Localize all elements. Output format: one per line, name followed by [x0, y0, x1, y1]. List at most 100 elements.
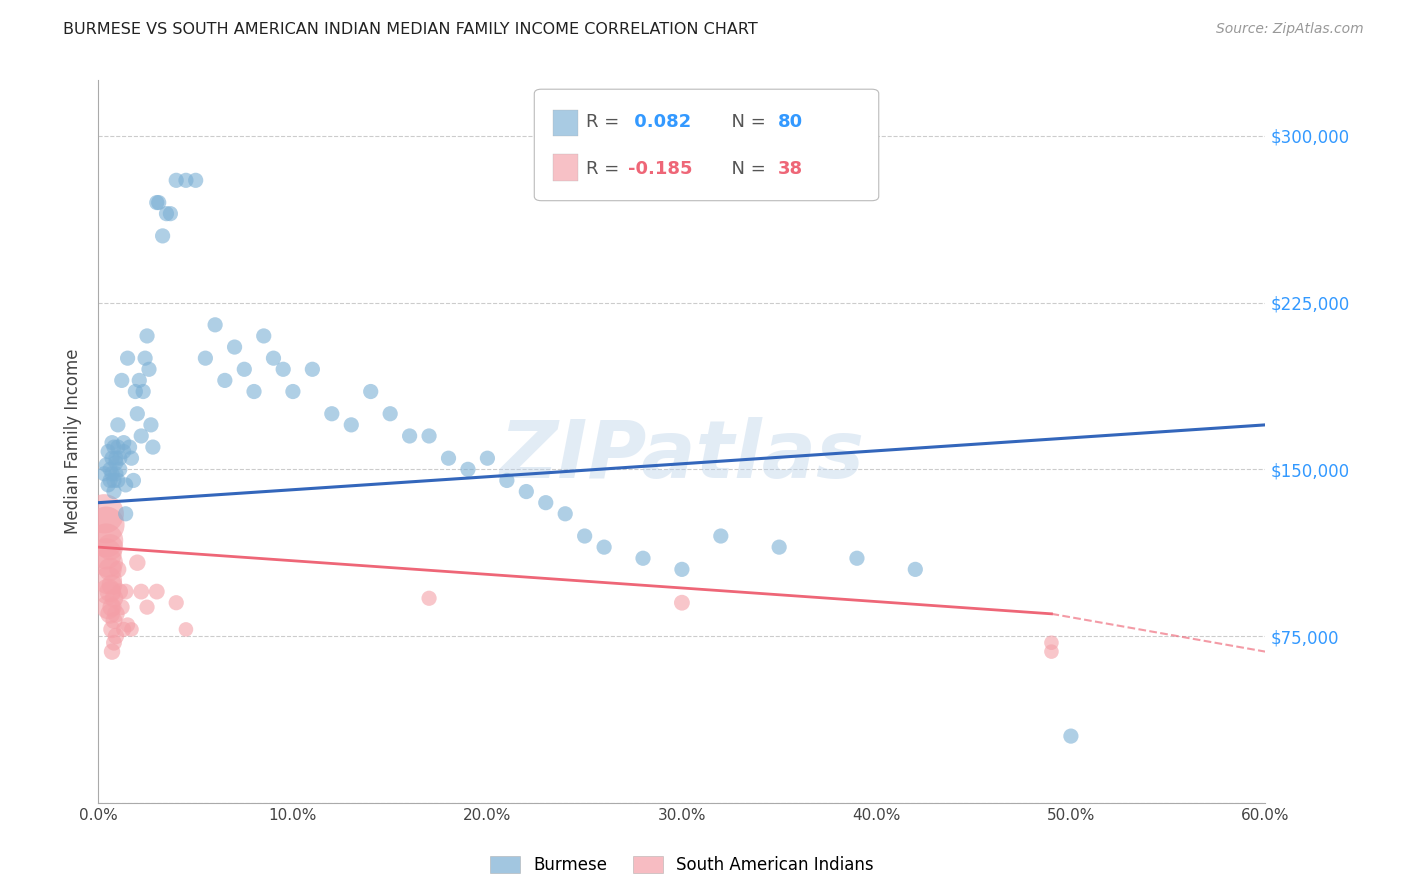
Point [134, 351, 156, 366]
Point [97, 556, 120, 570]
Point [146, 584, 169, 599]
Text: ZIPatlas: ZIPatlas [499, 417, 865, 495]
Point [593, 540, 616, 554]
Point [262, 351, 284, 366]
Point [98, 562, 121, 576]
Point [631, 551, 654, 566]
Point [418, 591, 440, 606]
Text: Source: ZipAtlas.com: Source: ZipAtlas.com [1216, 22, 1364, 37]
Point [101, 623, 124, 637]
Point [194, 351, 217, 366]
Point [103, 440, 125, 454]
Point [136, 600, 159, 615]
Text: -0.185: -0.185 [628, 160, 693, 178]
Text: 0.082: 0.082 [628, 113, 692, 131]
Point [98, 607, 121, 621]
Point [96, 517, 118, 532]
Point [127, 407, 149, 421]
Point [1040, 636, 1063, 650]
Point [477, 451, 499, 466]
Point [457, 462, 479, 476]
Point [118, 440, 141, 454]
Point [96, 547, 118, 561]
Point [107, 417, 129, 432]
Point [104, 467, 127, 481]
Point [104, 629, 127, 643]
Point [1040, 645, 1063, 659]
Point [104, 607, 127, 621]
Point [671, 562, 693, 576]
Point [152, 228, 174, 243]
Point [108, 584, 131, 599]
Point [243, 384, 266, 399]
Point [671, 596, 693, 610]
Point [1060, 729, 1083, 743]
Point [301, 362, 323, 376]
Point [103, 591, 125, 606]
Point [380, 407, 402, 421]
Point [111, 600, 134, 615]
Point [101, 578, 124, 592]
Point [132, 384, 155, 399]
Point [146, 195, 169, 210]
Point [107, 474, 129, 488]
Point [129, 584, 152, 599]
Point [103, 636, 125, 650]
Point [121, 451, 143, 466]
Point [271, 362, 294, 376]
Point [97, 584, 120, 599]
Point [496, 474, 519, 488]
Point [139, 417, 162, 432]
Point [142, 440, 165, 454]
Point [122, 474, 145, 488]
Point [104, 456, 127, 470]
Point [98, 462, 121, 476]
Point [112, 444, 135, 458]
Point [174, 623, 197, 637]
Text: 80: 80 [778, 113, 803, 131]
Point [114, 478, 136, 492]
Point [114, 584, 136, 599]
Point [107, 440, 129, 454]
Point [124, 384, 146, 399]
Point [148, 195, 170, 210]
Point [104, 451, 127, 466]
Point [93, 507, 115, 521]
Point [768, 540, 790, 554]
Point [101, 435, 124, 450]
Point [103, 484, 125, 499]
Point [165, 173, 187, 187]
Point [108, 451, 131, 466]
Point [112, 435, 135, 450]
Point [321, 407, 343, 421]
Point [97, 478, 120, 492]
Y-axis label: Median Family Income: Median Family Income [65, 349, 83, 534]
Point [101, 467, 124, 481]
Point [128, 373, 150, 387]
Point [97, 600, 120, 615]
Point [129, 429, 152, 443]
Point [117, 351, 139, 366]
Point [214, 373, 236, 387]
Point [117, 618, 139, 632]
Point [710, 529, 733, 543]
Point [98, 540, 121, 554]
Text: N =: N = [720, 113, 772, 131]
Point [97, 444, 120, 458]
Point [108, 462, 131, 476]
Point [103, 474, 125, 488]
Point [159, 207, 181, 221]
Point [233, 362, 256, 376]
Point [98, 474, 121, 488]
Point [138, 362, 160, 376]
Point [111, 373, 134, 387]
Point [281, 384, 304, 399]
Text: R =: R = [586, 160, 626, 178]
Point [101, 645, 124, 659]
Point [174, 173, 197, 187]
Point [398, 429, 420, 443]
Point [224, 340, 246, 354]
Point [574, 529, 596, 543]
Point [360, 384, 382, 399]
Point [204, 318, 226, 332]
